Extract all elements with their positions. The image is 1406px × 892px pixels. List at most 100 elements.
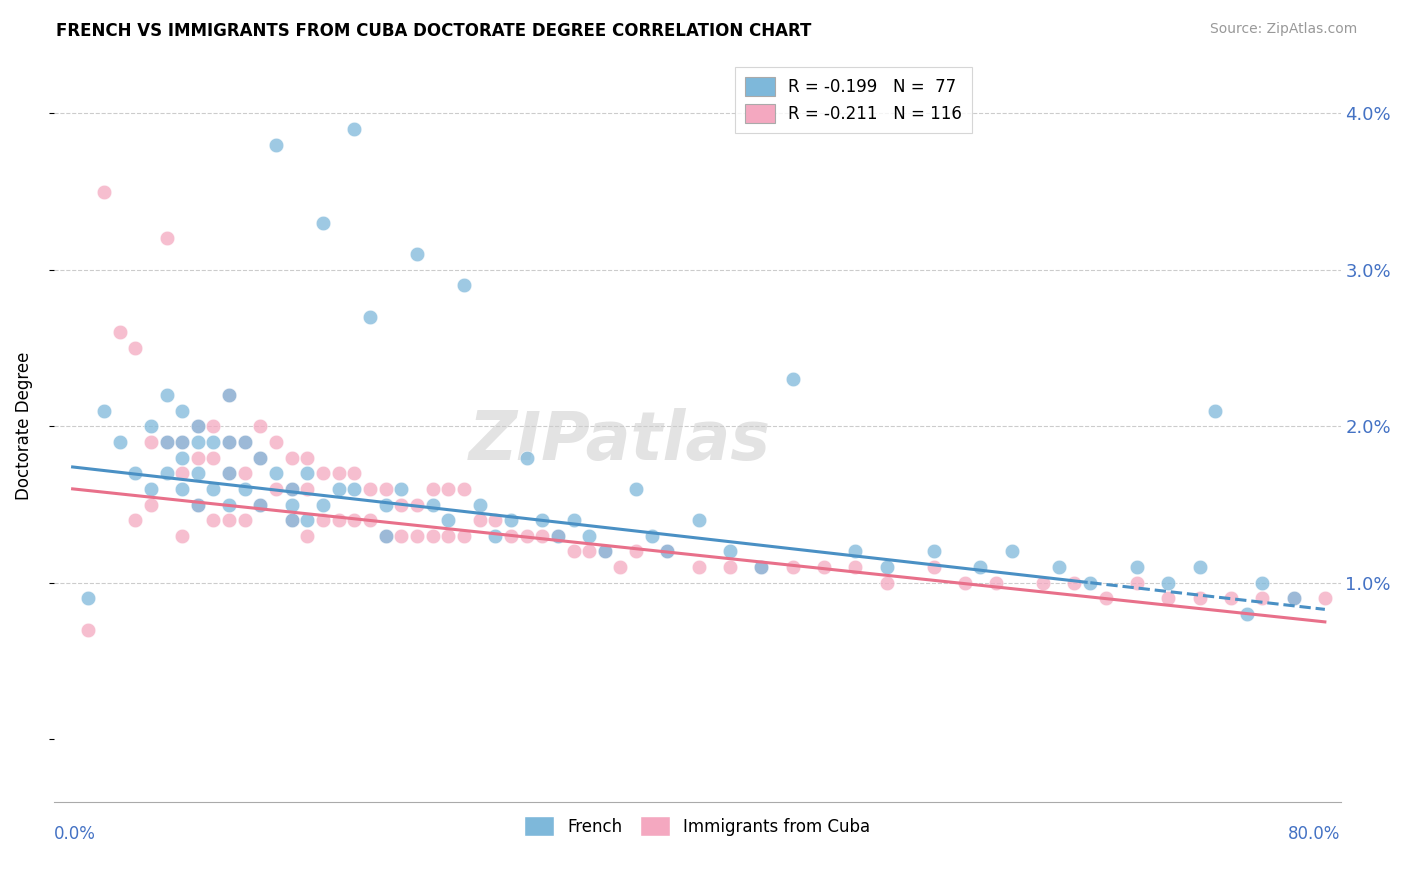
Point [1001, 544, 1024, 558]
Point [77, 591, 100, 606]
Point [1157, 591, 1180, 606]
Point [281, 513, 304, 527]
Point [484, 513, 506, 527]
Point [437, 482, 460, 496]
Point [406, 498, 429, 512]
Point [249, 419, 271, 434]
Point [422, 482, 444, 496]
Point [876, 575, 898, 590]
Legend: French, Immigrants from Cuba: French, Immigrants from Cuba [517, 810, 876, 842]
Point [172, 450, 194, 465]
Point [437, 513, 460, 527]
Point [202, 419, 225, 434]
Point [922, 560, 945, 574]
Point [218, 388, 240, 402]
Point [688, 560, 710, 574]
Point [155, 434, 177, 449]
Point [1282, 591, 1305, 606]
Point [218, 513, 240, 527]
Point [657, 544, 679, 558]
Point [437, 529, 460, 543]
Point [624, 482, 647, 496]
Point [124, 513, 146, 527]
Point [453, 278, 475, 293]
Point [187, 498, 209, 512]
Point [297, 482, 319, 496]
Point [374, 482, 396, 496]
Point [499, 529, 522, 543]
Point [516, 529, 538, 543]
Point [343, 122, 366, 136]
Point [202, 434, 225, 449]
Point [249, 498, 271, 512]
Point [281, 513, 304, 527]
Point [124, 341, 146, 355]
Point [312, 467, 335, 481]
Point [516, 450, 538, 465]
Point [281, 498, 304, 512]
Point [312, 513, 335, 527]
Point [782, 372, 804, 386]
Point [406, 247, 429, 261]
Point [124, 467, 146, 481]
Point [844, 544, 866, 558]
Point [374, 529, 396, 543]
Point [218, 434, 240, 449]
Point [249, 450, 271, 465]
Point [233, 513, 256, 527]
Point [531, 513, 554, 527]
Point [578, 544, 600, 558]
Point [562, 544, 585, 558]
Point [139, 482, 162, 496]
Point [453, 529, 475, 543]
Point [187, 498, 209, 512]
Point [328, 513, 350, 527]
Point [547, 529, 569, 543]
Point [297, 450, 319, 465]
Point [453, 482, 475, 496]
Point [1282, 591, 1305, 606]
Point [359, 482, 381, 496]
Point [1188, 591, 1211, 606]
Point [499, 513, 522, 527]
Point [484, 529, 506, 543]
Point [547, 529, 569, 543]
Point [531, 529, 554, 543]
Point [328, 482, 350, 496]
Point [641, 529, 664, 543]
Point [202, 513, 225, 527]
Point [233, 434, 256, 449]
Point [1032, 575, 1054, 590]
Point [297, 529, 319, 543]
Point [172, 467, 194, 481]
Point [172, 482, 194, 496]
Point [328, 467, 350, 481]
Point [297, 467, 319, 481]
Point [233, 434, 256, 449]
Point [155, 388, 177, 402]
Point [813, 560, 835, 574]
Point [218, 467, 240, 481]
Point [359, 513, 381, 527]
Point [233, 482, 256, 496]
Text: FRENCH VS IMMIGRANTS FROM CUBA DOCTORATE DEGREE CORRELATION CHART: FRENCH VS IMMIGRANTS FROM CUBA DOCTORATE… [56, 22, 811, 40]
Point [187, 419, 209, 434]
Point [93, 185, 115, 199]
Point [139, 498, 162, 512]
Point [844, 560, 866, 574]
Point [422, 529, 444, 543]
Point [312, 216, 335, 230]
Point [233, 467, 256, 481]
Point [281, 482, 304, 496]
Point [172, 403, 194, 417]
Point [718, 560, 741, 574]
Point [984, 575, 1007, 590]
Point [609, 560, 631, 574]
Point [688, 513, 710, 527]
Point [1094, 591, 1116, 606]
Point [389, 482, 412, 496]
Point [264, 482, 287, 496]
Point [953, 575, 976, 590]
Point [1188, 560, 1211, 574]
Point [264, 467, 287, 481]
